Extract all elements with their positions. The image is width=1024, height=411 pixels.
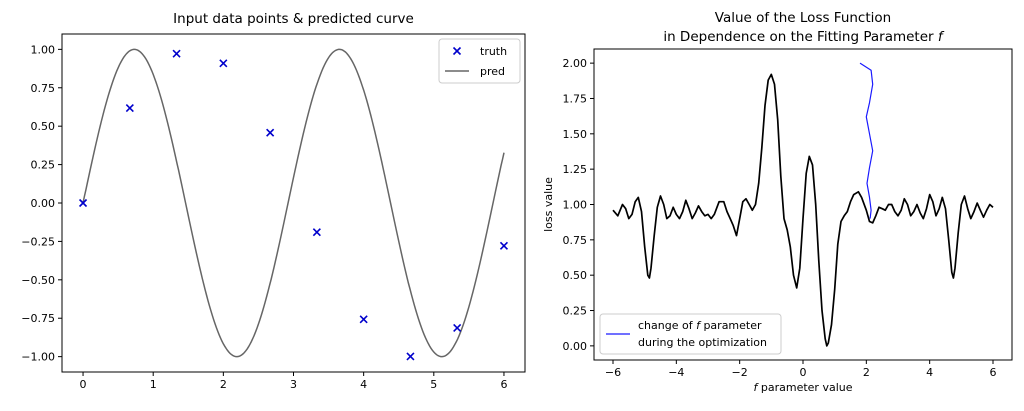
truth-point xyxy=(266,128,275,137)
y-tick-label: −0.25 xyxy=(21,235,55,248)
right-chart: Value of the Loss Function in Dependence… xyxy=(542,10,1013,394)
x-tick-label: 6 xyxy=(990,366,997,379)
legend-pred-label: pred xyxy=(480,65,505,78)
right-chart-legend: change of f parameter during the optimiza… xyxy=(599,313,782,355)
truth-point xyxy=(359,315,368,324)
right-chart-x-ticks: −6 −4 −2 0 2 4 6 xyxy=(605,360,997,379)
y-tick-label: 0.25 xyxy=(563,305,588,318)
left-chart-x-ticks: 0 1 2 3 4 5 6 xyxy=(80,372,507,391)
x-tick-label: 1 xyxy=(150,378,157,391)
y-tick-label: 0.50 xyxy=(563,269,588,282)
y-tick-label: 0.00 xyxy=(31,197,56,210)
loss-series-line xyxy=(612,73,994,347)
truth-point xyxy=(172,49,181,58)
parameter-path-line xyxy=(859,62,874,219)
x-tick-label: 0 xyxy=(80,378,87,391)
truth-point xyxy=(312,228,321,237)
legend-parameter-label-line2: during the optimization xyxy=(638,336,767,349)
y-tick-label: 1.00 xyxy=(31,43,56,56)
y-tick-label: 1.75 xyxy=(563,92,588,105)
right-chart-frame xyxy=(593,48,1013,361)
left-chart-y-ticks: −1.00 −0.75 −0.50 −0.25 0.00 0.25 0.50 0.75 1.00 xyxy=(21,43,62,364)
x-tick-label: 5 xyxy=(430,378,437,391)
truth-point xyxy=(406,352,415,361)
y-tick-label: 1.50 xyxy=(563,128,588,141)
right-chart-title-line2: in Dependence on the Fitting Parameter f xyxy=(663,29,945,45)
x-tick-label: −6 xyxy=(605,366,621,379)
y-tick-label: 1.00 xyxy=(563,199,588,212)
left-chart-frame xyxy=(61,33,526,373)
truth-point xyxy=(125,103,134,113)
right-chart-x-axis-label: f parameter value xyxy=(754,381,853,394)
y-tick-label: 0.25 xyxy=(31,159,56,172)
right-chart-y-axis-label: loss value xyxy=(542,177,555,232)
left-chart: Input data points & predicted curve 0 1 2 3… xyxy=(21,11,526,391)
x-tick-label: 2 xyxy=(220,378,227,391)
truth-point xyxy=(78,198,88,208)
right-chart-plot-area xyxy=(612,62,994,347)
truth-point xyxy=(499,241,509,250)
right-chart-y-ticks: 0.00 0.25 0.50 0.75 1.00 1.25 1.50 1.75 2.00 xyxy=(563,57,594,353)
legend-box xyxy=(438,38,521,84)
truth-point xyxy=(453,323,462,332)
y-tick-label: −1.00 xyxy=(21,351,55,364)
x-tick-label: 0 xyxy=(800,366,807,379)
legend-box xyxy=(599,313,782,355)
y-tick-label: 0.75 xyxy=(563,234,588,247)
y-tick-label: 2.00 xyxy=(563,57,588,70)
left-chart-plot-area xyxy=(78,48,509,361)
pred-series-line xyxy=(82,48,505,358)
x-tick-label: 3 xyxy=(290,378,297,391)
truth-point xyxy=(219,59,228,68)
legend-truth-marker xyxy=(452,46,462,56)
y-tick-label: 0.75 xyxy=(31,82,56,95)
x-tick-label: 4 xyxy=(926,366,933,379)
x-tick-label: −2 xyxy=(732,366,748,379)
left-chart-title: Input data points & predicted curve xyxy=(173,11,414,27)
x-tick-label: −4 xyxy=(668,366,684,379)
y-tick-label: 0.50 xyxy=(31,120,56,133)
legend-truth-label: truth xyxy=(480,45,507,58)
right-chart-title-line1: Value of the Loss Function xyxy=(715,10,891,26)
x-tick-label: 4 xyxy=(360,378,367,391)
legend-parameter-label-line1: change of f parameter xyxy=(638,319,762,332)
x-tick-label: 2 xyxy=(863,366,870,379)
y-tick-label: 0.00 xyxy=(563,340,588,353)
y-tick-label: −0.50 xyxy=(21,274,55,287)
x-tick-label: 6 xyxy=(500,378,507,391)
left-chart-legend: truth pred xyxy=(438,38,521,84)
y-tick-label: −0.75 xyxy=(21,312,55,325)
y-tick-label: 1.25 xyxy=(563,163,588,176)
